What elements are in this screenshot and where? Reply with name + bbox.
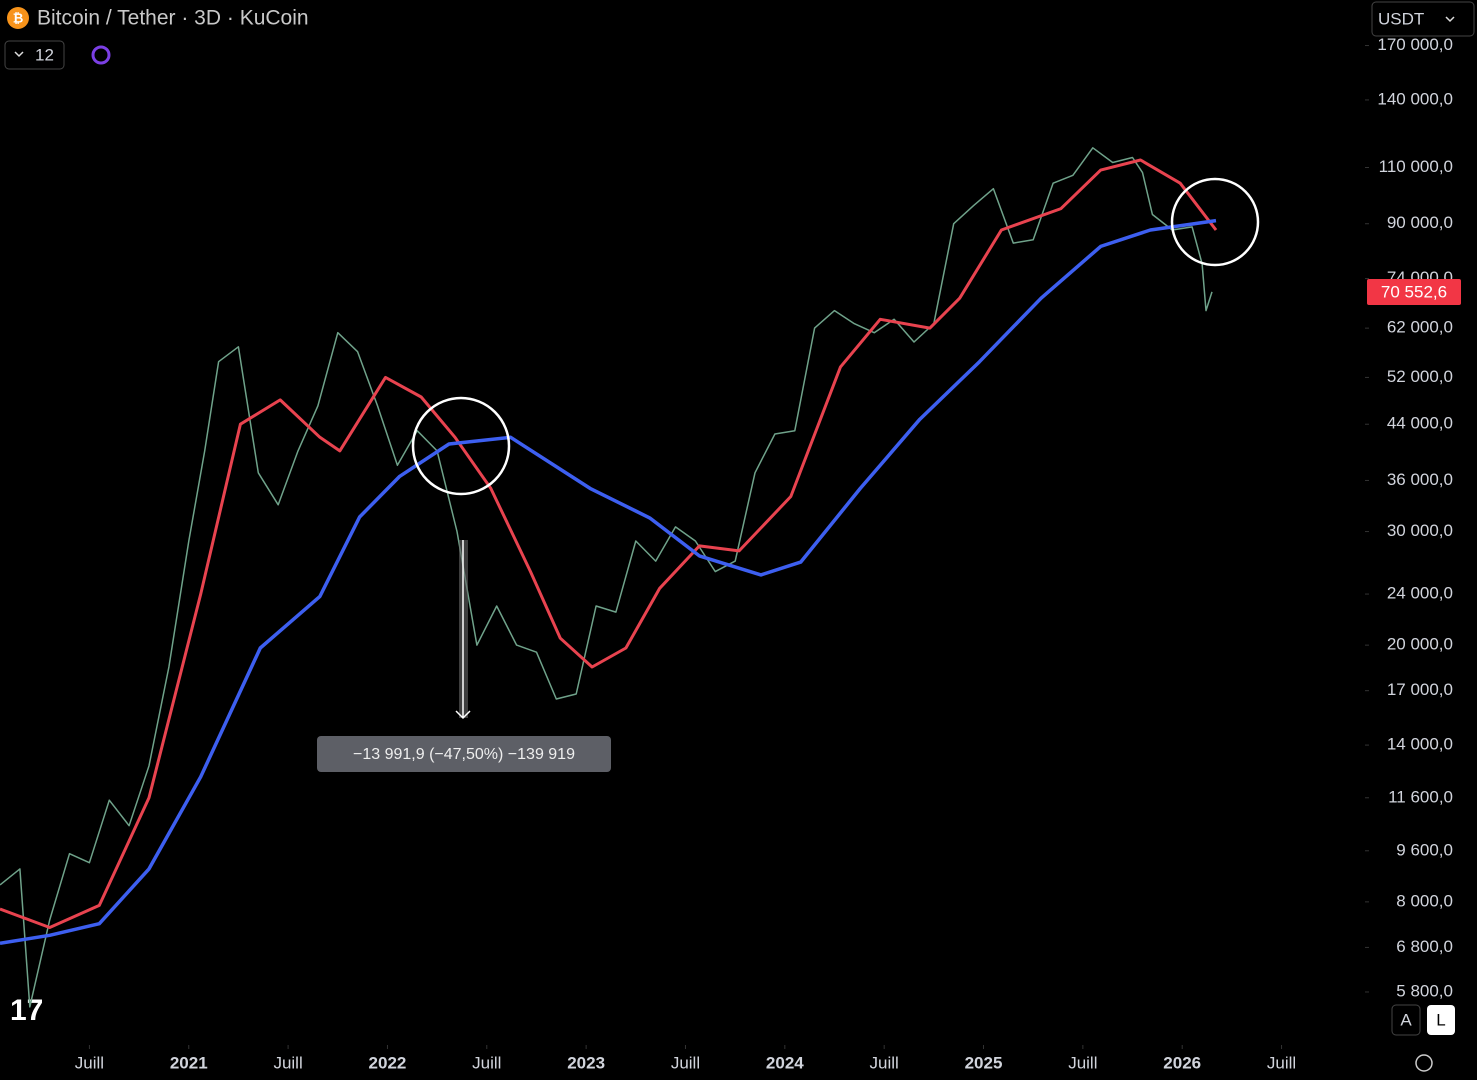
y-tick-label: 36 000,0 <box>1387 470 1453 489</box>
series-line <box>0 218 1217 946</box>
y-tick-label: 170 000,0 <box>1377 35 1453 54</box>
x-tick-label: 2026 <box>1163 1053 1201 1072</box>
chevron <box>14 51 24 58</box>
sync-icon[interactable] <box>91 45 111 65</box>
x-tick-label: Juill <box>472 1053 501 1072</box>
y-tick-label: 14 000,0 <box>1387 735 1453 754</box>
y-tick-label: 110 000,0 <box>1379 157 1453 176</box>
x-tick-label: 2022 <box>369 1053 407 1072</box>
settings-icon[interactable] <box>1415 1054 1433 1072</box>
y-tick-label: 6 800,0 <box>1396 937 1453 956</box>
y-tick-label: 9 600,0 <box>1396 840 1453 859</box>
log-scale-btn[interactable] <box>1427 1005 1455 1035</box>
auto-scale-btn[interactable] <box>1391 1004 1421 1036</box>
x-tick-label: 2025 <box>965 1053 1003 1072</box>
log-scale-label: L <box>1436 1010 1445 1029</box>
x-tick-label: 2021 <box>170 1053 208 1072</box>
last-price-tag <box>1367 278 1461 305</box>
y-tick-label: 30 000,0 <box>1387 521 1453 540</box>
series-line <box>0 158 1218 929</box>
measure-box <box>317 736 611 772</box>
x-tick-label: Juill <box>671 1053 700 1072</box>
x-tick-label: 2024 <box>766 1053 804 1072</box>
tv-logo: 17 <box>10 994 43 1027</box>
indicator-toggle[interactable] <box>4 40 65 70</box>
measure-label: −13 991,9 (−47,50%) −139 919 <box>353 746 575 763</box>
y-tick-label: 140 000,0 <box>1377 89 1453 108</box>
measure-arrow <box>455 540 471 720</box>
auto-scale-label: A <box>1400 1010 1412 1029</box>
y-tick-label: 62 000,0 <box>1387 318 1453 337</box>
currency: USDT <box>1378 9 1424 28</box>
y-tick-label: 11 600,0 <box>1388 787 1453 806</box>
x-tick-label: 2023 <box>567 1053 605 1072</box>
x-tick-label: Juill <box>273 1053 302 1072</box>
y-tick-label: 5 800,0 <box>1396 981 1453 1000</box>
currency-select[interactable] <box>1371 1 1475 37</box>
y-tick-label: 8 000,0 <box>1396 891 1453 910</box>
x-tick-label: Juill <box>870 1053 899 1072</box>
x-tick-label: Juill <box>1267 1053 1296 1072</box>
series-line <box>0 147 1213 1008</box>
indicator-count: 12 <box>35 45 54 64</box>
highlight-circle <box>411 396 511 496</box>
last-price-label: 70 552,6 <box>1381 282 1447 301</box>
x-tick-label: Juill <box>75 1053 104 1072</box>
y-tick-label: 90 000,0 <box>1387 213 1453 232</box>
y-tick-label: 17 000,0 <box>1387 680 1453 699</box>
highlight-circle <box>1170 177 1260 267</box>
y-tick-label: 24 000,0 <box>1387 584 1453 603</box>
btc-icon <box>7 7 29 29</box>
chart-title: Bitcoin / Tether · 3D · KuCoin <box>37 7 309 30</box>
btc-symbol: ₿ <box>13 10 24 25</box>
y-tick-label: 52 000,0 <box>1387 367 1453 386</box>
y-tick-label: 20 000,0 <box>1387 635 1453 654</box>
y-tick-label: 44 000,0 <box>1387 414 1453 433</box>
chevron <box>1445 16 1455 23</box>
x-tick-label: Juill <box>1068 1053 1097 1072</box>
